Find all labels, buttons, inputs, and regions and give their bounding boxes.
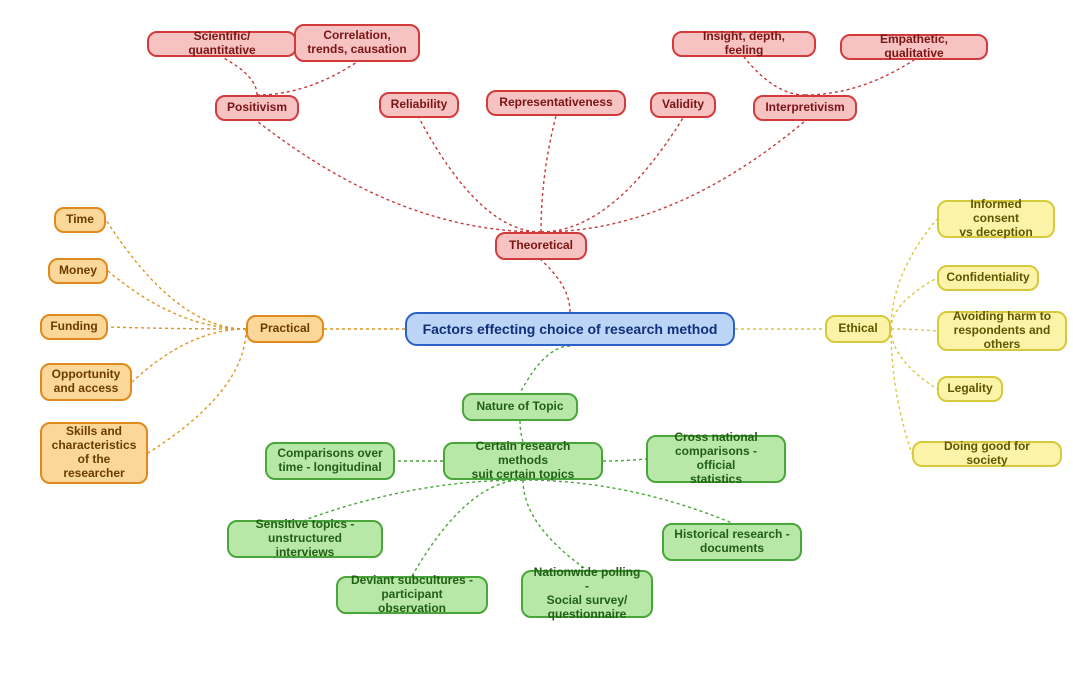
node-positivism: Positivism	[215, 95, 299, 121]
edge-practical-time	[106, 220, 246, 329]
edge-ethical-consent	[891, 219, 937, 329]
edge-ethical-harm	[891, 329, 937, 331]
edge-positivism-sci_quant	[222, 57, 257, 95]
edge-theoretical-reliability	[419, 118, 541, 232]
node-comparisons: Comparisons overtime - longitudinal	[265, 442, 395, 480]
edge-theoretical-interpretivism	[541, 121, 805, 232]
node-confidentiality: Confidentiality	[937, 265, 1039, 291]
edge-certain-nationwide	[523, 480, 587, 570]
node-nationwide: Nationwide polling -Social survey/questi…	[521, 570, 653, 618]
node-validity: Validity	[650, 92, 716, 118]
edge-ethical-legality	[891, 329, 937, 389]
node-time: Time	[54, 207, 106, 233]
node-reliability: Reliability	[379, 92, 459, 118]
node-sensitive: Sensitive topics -unstructured interview…	[227, 520, 383, 558]
edge-certain-crossnational	[603, 459, 646, 461]
edge-ethical-confidentiality	[891, 278, 937, 329]
node-legality: Legality	[937, 376, 1003, 402]
node-consent: Informed consentvs deception	[937, 200, 1055, 238]
node-sci_quant: Scientific/ quantitative	[147, 31, 297, 57]
node-skills: Skills andcharacteristicsof theresearche…	[40, 422, 148, 484]
node-empathetic: Empathetic, qualitative	[840, 34, 988, 60]
node-certain: Certain research methodssuit certain top…	[443, 442, 603, 480]
edge-theoretical-validity	[541, 118, 683, 232]
edge-theoretical-representativeness	[541, 116, 556, 232]
node-funding: Funding	[40, 314, 108, 340]
edge-ethical-doinggood	[891, 329, 912, 454]
edge-certain-deviant	[412, 480, 523, 576]
edge-positivism-correlation	[257, 62, 357, 95]
edge-practical-skills	[148, 329, 246, 453]
node-money: Money	[48, 258, 108, 284]
node-ethical: Ethical	[825, 315, 891, 343]
node-nature: Nature of Topic	[462, 393, 578, 421]
node-harm: Avoiding harm torespondents and others	[937, 311, 1067, 351]
node-crossnational: Cross nationalcomparisons - officialstat…	[646, 435, 786, 483]
node-insight: Insight, depth, feeling	[672, 31, 816, 57]
edge-practical-money	[108, 271, 246, 329]
edge-root-nature	[520, 346, 570, 393]
node-root: Factors effecting choice of research met…	[405, 312, 735, 346]
edge-certain-sensitive	[305, 480, 523, 520]
node-historical: Historical research -documents	[662, 523, 802, 561]
node-interpretivism: Interpretivism	[753, 95, 857, 121]
node-deviant: Deviant subcultures -participant observa…	[336, 576, 488, 614]
edge-interpretivism-empathetic	[805, 60, 914, 95]
edge-interpretivism-insight	[744, 57, 805, 95]
node-opportunity: Opportunityand access	[40, 363, 132, 401]
node-correlation: Correlation,trends, causation	[294, 24, 420, 62]
node-practical: Practical	[246, 315, 324, 343]
node-doinggood: Doing good for society	[912, 441, 1062, 467]
edge-theoretical-positivism	[257, 121, 541, 232]
node-representativeness: Representativeness	[486, 90, 626, 116]
edge-practical-opportunity	[132, 329, 246, 382]
edge-practical-funding	[108, 327, 246, 329]
node-theoretical: Theoretical	[495, 232, 587, 260]
edge-root-theoretical	[541, 260, 570, 312]
